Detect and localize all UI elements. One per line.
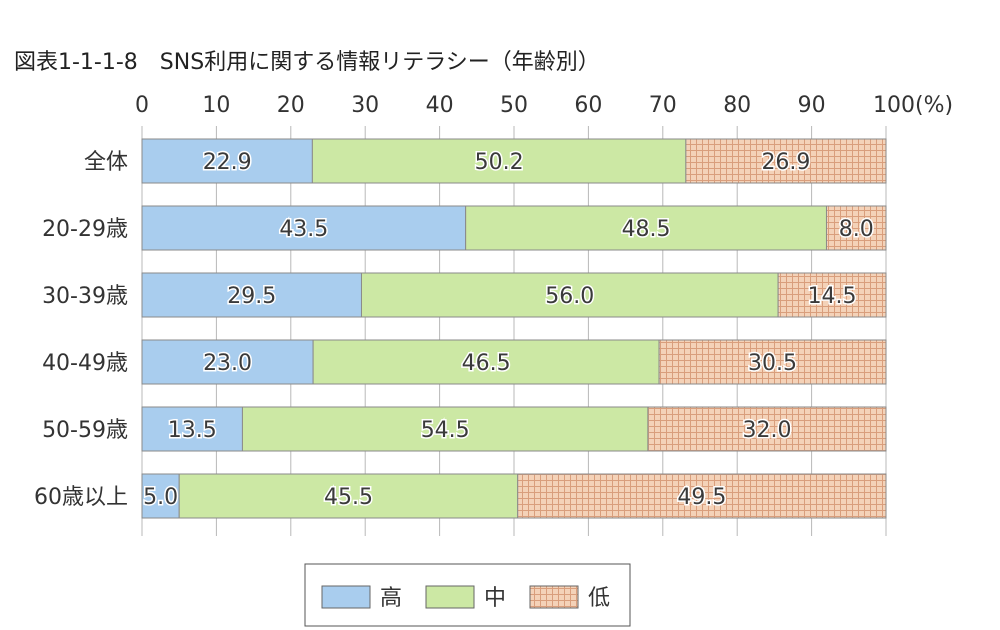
data-label: 48.5 [622,217,671,242]
data-label: 23.0 [203,351,252,376]
legend-swatch [529,585,579,609]
bar-segment [178,473,519,519]
legend-label: 高 [380,586,402,611]
data-label: 13.5 [168,418,217,443]
data-label: 45.5 [324,485,373,510]
gridlines [141,126,887,536]
x-tick-label: 20 [277,93,305,118]
bar-segment [685,138,887,184]
bar-segment [141,339,314,385]
legend-label: 中 [484,586,506,611]
chart-title: 図表1-1-1-8 SNS利用に関する情報リテラシー（年齢別） [14,50,600,75]
data-label: 5.0 [143,485,178,510]
x-tick-label: 0 [135,93,149,118]
bar-segment [141,272,362,318]
category-label: 40-49歳 [42,351,128,376]
legend-swatch [321,585,371,609]
bar-segment [658,339,887,385]
category-label: 20-29歳 [42,217,128,242]
data-label: 46.5 [462,351,511,376]
x-tick-label: 50 [500,93,528,118]
bar-segment [517,473,887,519]
x-tick-label: 90 [798,93,826,118]
data-label: 8.0 [839,217,874,242]
x-axis-ticks: 0 10 20 30 40 50 60 70 80 90 100(%) [135,93,953,118]
legend-label: 低 [588,586,610,611]
category-label: 60歳以上 [34,485,128,510]
bar-segment [647,406,887,452]
bar-segment [241,406,649,452]
bar-segment [825,205,887,251]
value-labels: 22.9 50.2 26.9 43.5 48.5 8.0 29.5 56.0 14.5 23.0 4… [142,149,876,512]
category-label: 30-39歳 [42,284,128,309]
data-label: 14.5 [808,284,857,309]
x-tick-label: 30 [351,93,379,118]
data-label: 49.5 [677,485,726,510]
data-label: 32.0 [742,418,791,443]
legend: 高中低 [304,563,631,627]
data-label: 29.5 [227,284,276,309]
data-label: 30.5 [748,351,797,376]
bar-segment [141,406,243,452]
data-label: 22.9 [203,150,252,175]
data-label: 43.5 [279,217,328,242]
x-tick-label: 70 [649,93,677,118]
bar-segment [465,205,827,251]
legend-swatch [425,585,475,609]
category-label: 50-59歳 [42,418,128,443]
data-label: 56.0 [545,284,594,309]
x-tick-label: 40 [426,93,454,118]
category-labels: 全体 20-29歳 30-39歳 40-49歳 50-59歳 60歳以上 [34,150,128,510]
category-label: 全体 [84,150,128,175]
x-tick-label: 80 [723,93,751,118]
data-label: 50.2 [475,150,524,175]
bar-segment [312,339,660,385]
x-tick-label: 10 [202,93,230,118]
data-label: 26.9 [761,150,810,175]
bar-segment [141,473,180,519]
bar-segment [777,272,887,318]
data-label: 54.5 [421,418,470,443]
x-tick-label: 60 [574,93,602,118]
bars [141,138,887,519]
x-tick-label: 100(%) [873,93,953,118]
bar-segment [360,272,779,318]
